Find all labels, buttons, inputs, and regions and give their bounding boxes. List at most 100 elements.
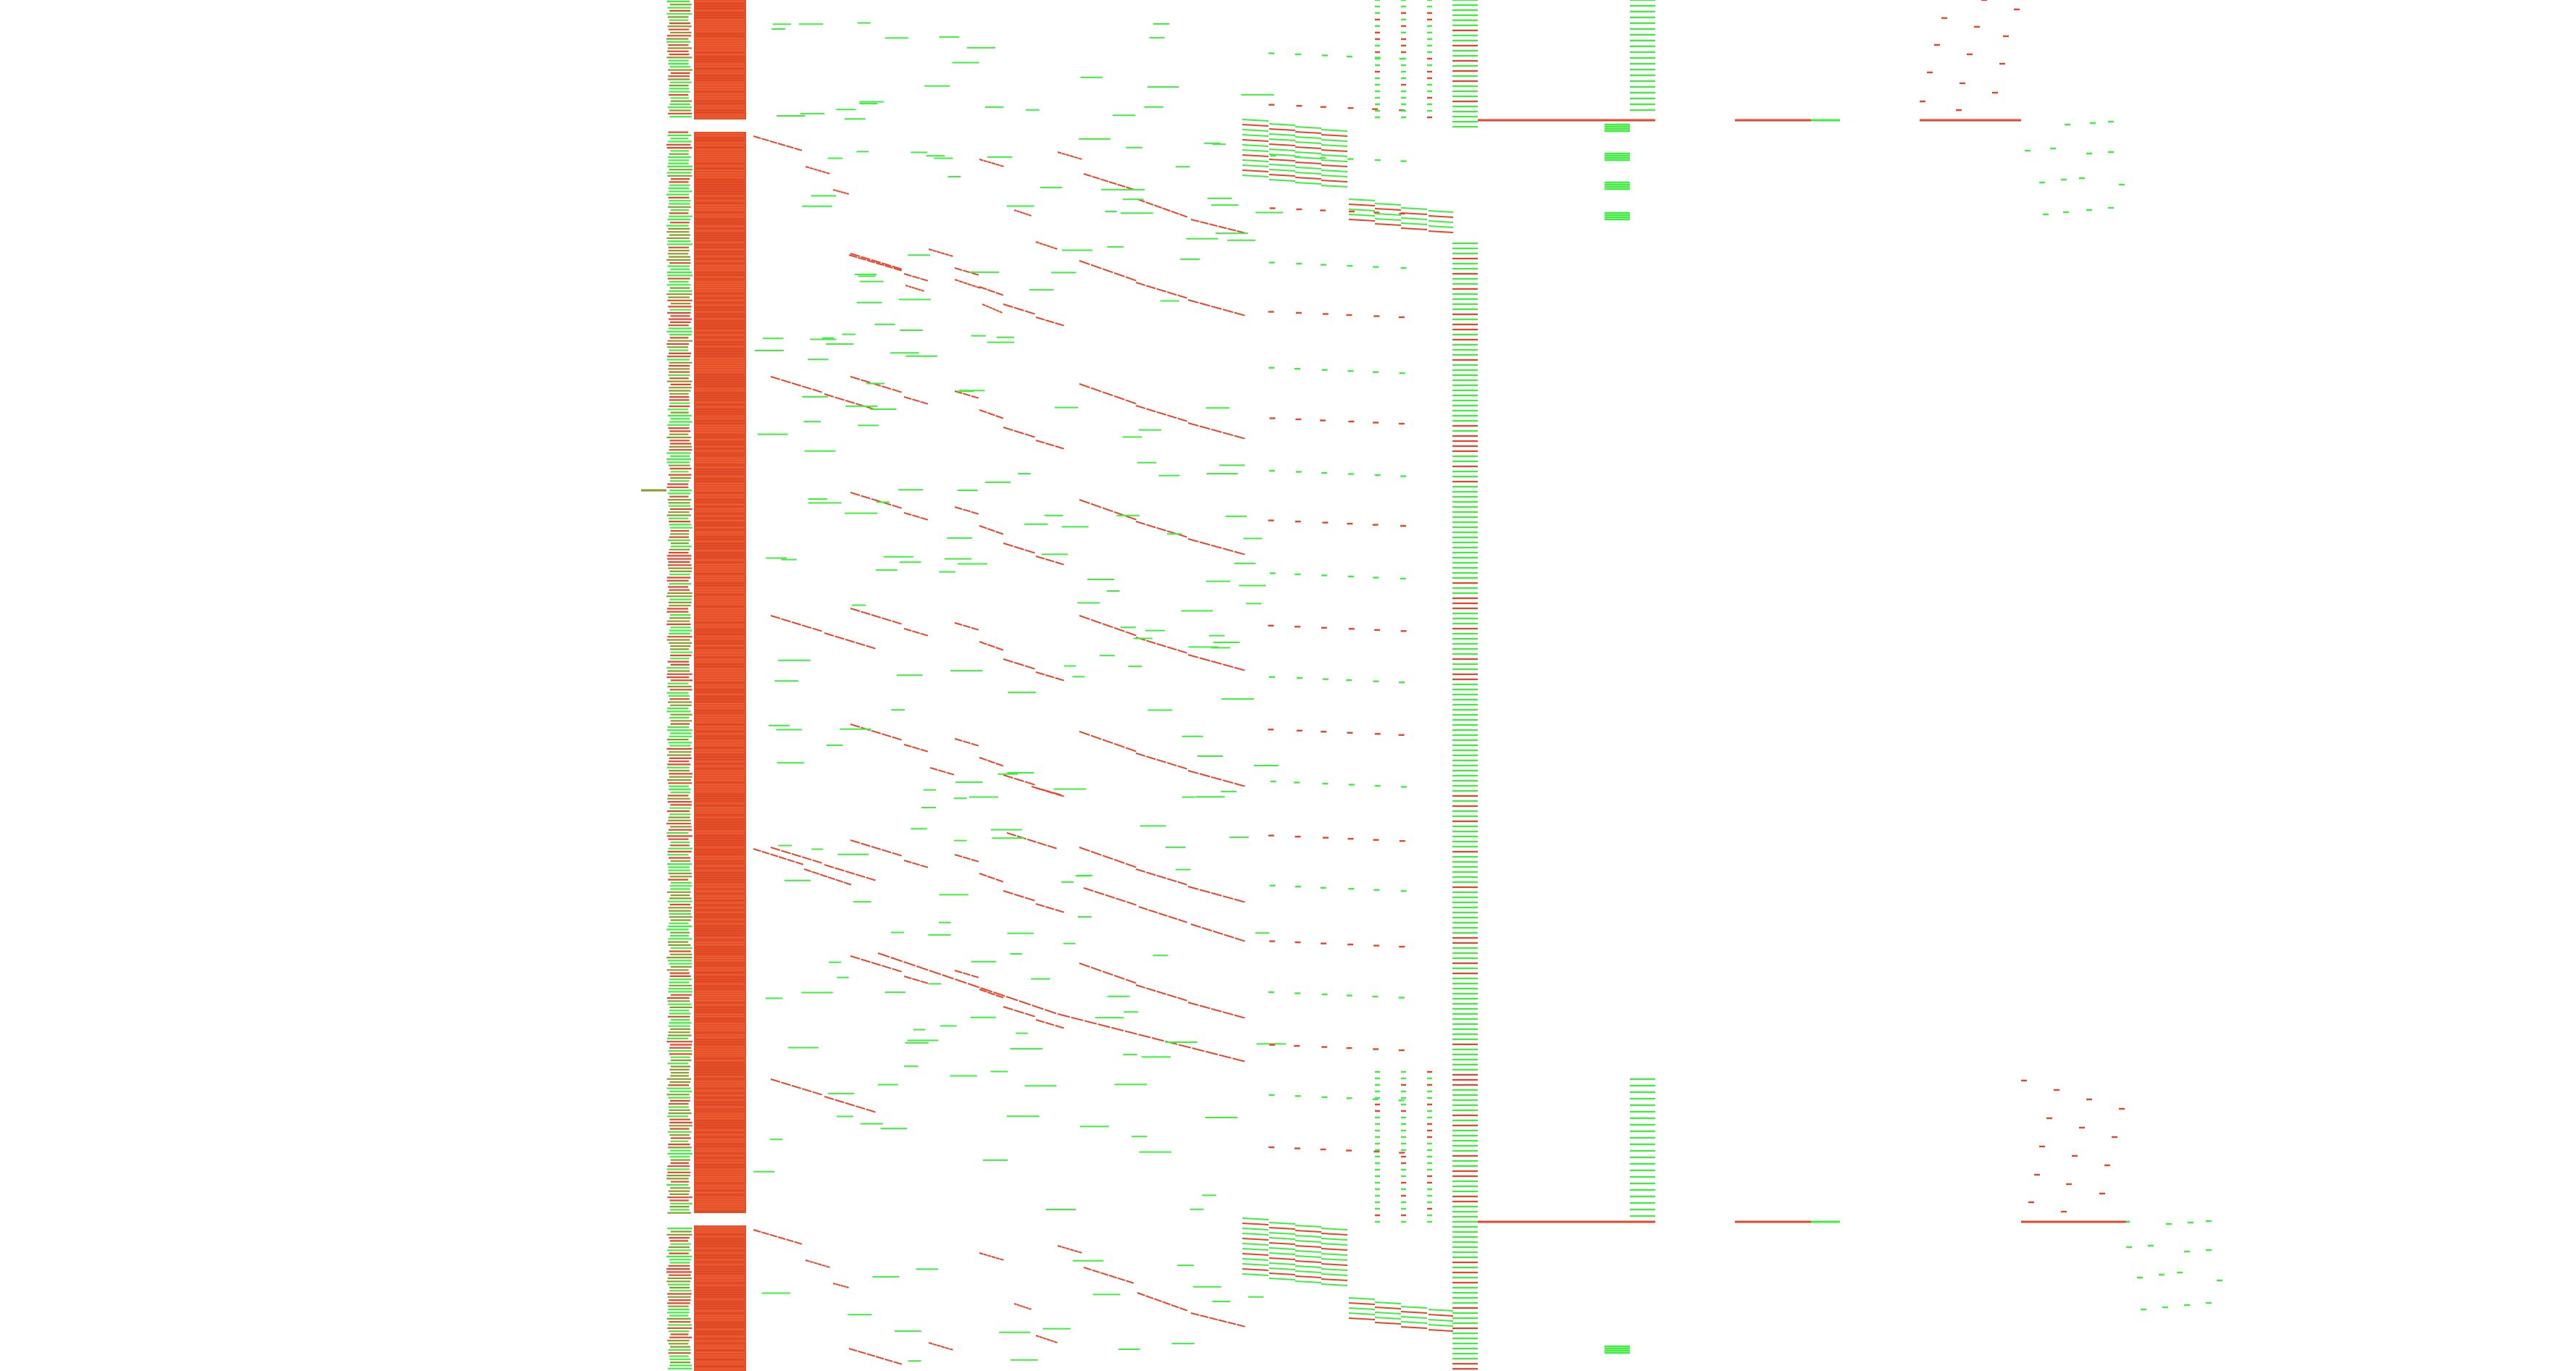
- stacked-trace: [1268, 159, 1296, 162]
- stacked-trace: [1321, 1258, 1348, 1261]
- diagonal-trace-red: [932, 1343, 937, 1346]
- diagonal-trace-red: [971, 272, 979, 276]
- diagonal-trace-red: [1074, 1249, 1079, 1253]
- diagonal-trace-red: [777, 143, 786, 146]
- diagonal-trace-red: [928, 1342, 933, 1345]
- stacked-trace: [1268, 1267, 1296, 1270]
- stacked-trace: [1268, 179, 1296, 182]
- diagonal-trace-red: [954, 622, 963, 626]
- diagonal-trace-red: [819, 873, 828, 878]
- diagonal-trace-red: [912, 275, 920, 280]
- diagonal-trace-red: [971, 285, 977, 288]
- diagonal-trace-red: [971, 511, 979, 515]
- diagonal-trace-red: [826, 1265, 830, 1268]
- diagonal-trace-red: [1135, 521, 1146, 525]
- diagonal-trace-red: [1013, 661, 1024, 666]
- diagonal-trace-red: [1045, 443, 1055, 447]
- diagonal-trace-red: [1177, 997, 1187, 1002]
- diagonal-trace-red: [1108, 181, 1117, 185]
- diagonal-trace-red: [918, 288, 921, 291]
- diagonal-trace-red: [1102, 739, 1113, 745]
- stacked-trace: [1268, 1227, 1296, 1230]
- diagonal-trace-red: [945, 1346, 950, 1350]
- diagonal-trace-red: [971, 626, 979, 631]
- stacked-trace: [1321, 144, 1348, 147]
- diagonal-trace-red: [1192, 1047, 1205, 1052]
- stacked-trace: [1374, 1312, 1402, 1315]
- diagonal-trace-red: [987, 876, 995, 880]
- diagonal-trace-red: [850, 492, 861, 496]
- diagonal-trace-red: [805, 1259, 810, 1262]
- diagonal-trace-red: [1168, 915, 1178, 921]
- diagonal-trace-red: [801, 856, 812, 861]
- diagonal-trace-red: [1222, 548, 1234, 553]
- diagonal-trace-red: [781, 379, 791, 384]
- diagonal-trace-red: [871, 729, 882, 734]
- diagonal-trace-red: [1083, 173, 1092, 177]
- diagonal-trace-red: [881, 965, 892, 970]
- diagonal-trace-red: [781, 850, 791, 855]
- diagonal-trace-red: [920, 864, 929, 868]
- stacked-trace: [1428, 1314, 1454, 1317]
- diagonal-trace-red: [885, 1358, 893, 1362]
- main-column-block: [694, 1225, 746, 1371]
- stacked-trace: [1321, 1283, 1348, 1286]
- diagonal-trace-red: [1013, 209, 1017, 212]
- diagonal-trace-red: [940, 1346, 945, 1349]
- diagonal-trace-red: [1028, 214, 1032, 217]
- stacked-trace: [1242, 154, 1269, 157]
- diagonal-trace-red: [812, 1091, 822, 1096]
- diagonal-trace-red: [1199, 1005, 1210, 1010]
- diagonal-trace-red: [982, 303, 986, 306]
- diagonal-trace-red: [855, 642, 866, 647]
- diagonal-trace-red: [1083, 1267, 1092, 1271]
- stacked-trace: [1348, 198, 1376, 201]
- diagonal-trace-red: [1079, 615, 1090, 620]
- diagonal-trace-red: [1210, 776, 1222, 781]
- diagonal-trace-red: [1187, 538, 1199, 542]
- diagonal-trace-red: [1108, 1275, 1117, 1279]
- diagonal-trace-red: [1199, 773, 1210, 778]
- diagonal-trace-red: [1092, 1269, 1100, 1273]
- diagonal-trace-red: [1224, 934, 1234, 939]
- diagonal-trace-red: [1102, 507, 1113, 513]
- diagonal-trace-red: [912, 978, 920, 982]
- diagonal-trace-red: [794, 147, 803, 151]
- diagonal-trace-red: [1100, 1272, 1109, 1276]
- diagonal-trace-red: [903, 744, 912, 747]
- diagonal-trace-red: [1205, 1050, 1218, 1056]
- diagonal-trace-red: [979, 989, 987, 993]
- stacked-trace: [1374, 203, 1402, 206]
- diagonal-trace-red: [903, 273, 912, 277]
- stacked-trace: [1374, 218, 1402, 221]
- diagonal-trace-red: [769, 1233, 778, 1238]
- diagonal-trace-red: [1232, 1057, 1245, 1062]
- diagonal-trace-red: [871, 259, 882, 264]
- diagonal-trace-red: [1210, 892, 1222, 897]
- diagonal-trace-red: [1113, 858, 1125, 864]
- diagonal-trace-red: [1146, 640, 1156, 645]
- stacked-trace: [1242, 1238, 1269, 1241]
- diagonal-trace-red: [1234, 311, 1245, 316]
- stacked-trace: [1321, 1268, 1348, 1271]
- diagonal-trace-red: [812, 388, 822, 393]
- stacked-trace: [1428, 215, 1454, 218]
- diagonal-trace-red: [791, 621, 802, 626]
- stacked-trace: [1321, 1263, 1348, 1266]
- diagonal-trace-red: [1079, 499, 1090, 504]
- diagonal-trace-red: [855, 873, 866, 879]
- diagonal-trace-red: [1045, 674, 1055, 679]
- diagonal-trace-red: [920, 748, 929, 752]
- diagonal-trace-red: [843, 1286, 847, 1288]
- diagonal-trace-red: [963, 393, 971, 397]
- diagonal-trace-red: [963, 972, 971, 976]
- diagonal-trace-red: [801, 624, 812, 629]
- diagonal-trace-red: [885, 264, 893, 269]
- diagonal-trace-red: [1090, 734, 1102, 740]
- diagonal-trace-red: [1187, 1002, 1199, 1006]
- diagonal-trace-red: [835, 1283, 839, 1286]
- diagonal-trace-red: [1234, 898, 1245, 903]
- stacked-trace: [1428, 1319, 1454, 1322]
- diagonal-trace-red: [1079, 847, 1090, 852]
- diagonal-trace-red: [1222, 1011, 1234, 1016]
